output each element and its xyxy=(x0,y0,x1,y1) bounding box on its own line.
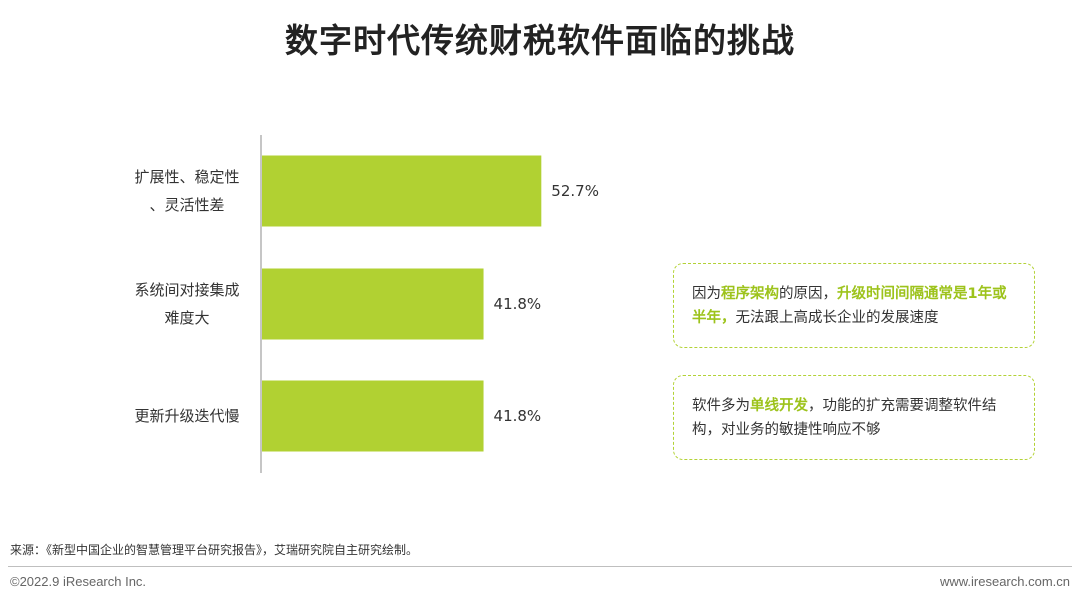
callout-box-architecture: 因为程序架构的原因，升级时间间隔通常是1年或半年，无法跟上高成长企业的发展速度 xyxy=(673,263,1035,348)
category-label-1: 扩展性、稳定性、灵活性差 xyxy=(134,168,239,214)
highlight-text: 升级时间间隔通常是1年或半年， xyxy=(692,285,1007,326)
highlight-text: 单线开发 xyxy=(750,397,808,414)
bar-3 xyxy=(262,380,484,452)
bar-1 xyxy=(262,155,542,227)
callout-text: 因为程序架构的原因，升级时间间隔通常是1年或半年，无法跟上高成长企业的发展速度 xyxy=(692,282,1016,330)
note-text: 无法跟上高成长企业的发展速度 xyxy=(735,309,939,326)
value-label-2: 41.8% xyxy=(494,295,542,313)
value-label-3: 41.8% xyxy=(494,407,542,425)
source-note: 来源：《新型中国企业的智慧管理平台研究报告》，艾瑞研究院自主研究绘制。 xyxy=(10,543,419,557)
callout-text: 软件多为单线开发，功能的扩充需要调整软件结构，对业务的敏捷性响应不够 xyxy=(692,394,1016,442)
note-text: 的原因， xyxy=(779,285,837,302)
value-label-1: 52.7% xyxy=(551,182,599,200)
category-label-3: 更新升级迭代慢 xyxy=(134,407,239,425)
copyright-text: ©2022.9 iResearch Inc. xyxy=(10,574,147,589)
note-text: ，功能的扩充需要调整软件结构，对业务的敏捷性响应不够 xyxy=(692,397,997,438)
note-text: 软件多为 xyxy=(692,397,750,414)
page-title: 数字时代传统财税软件面临的挑战 xyxy=(285,21,795,60)
website-url: www.iresearch.com.cn xyxy=(939,574,1070,589)
category-label-2: 系统间对接集成难度大 xyxy=(134,281,239,327)
note-text: 因为 xyxy=(692,285,721,302)
footer-divider xyxy=(8,566,1072,567)
highlight-text: 程序架构 xyxy=(721,285,779,302)
bar-2 xyxy=(262,268,484,340)
callout-box-development: 软件多为单线开发，功能的扩充需要调整软件结构，对业务的敏捷性响应不够 xyxy=(673,375,1035,460)
